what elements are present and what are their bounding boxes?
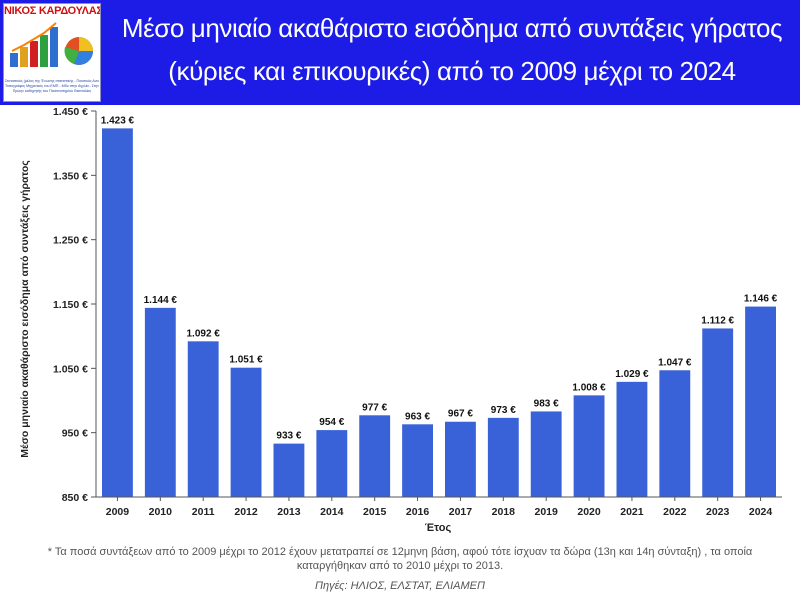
bar (144, 307, 176, 497)
chart-title-line-2: (κύριες και επικουρικές) από το 2009 μέχ… (168, 56, 736, 86)
data-label: 977 € (362, 402, 387, 413)
data-label: 967 € (448, 409, 473, 420)
x-tick-label: 2021 (620, 506, 644, 518)
data-label: 973 € (491, 405, 516, 416)
x-tick-label: 2012 (234, 506, 258, 518)
sources-note: Πηγές: ΗΛΙΟΣ, ΕΛΣΤΑΤ, ΕΛΙΑΜΕΠ (315, 580, 485, 592)
data-label: 1.008 € (572, 382, 606, 393)
data-label: 1.092 € (187, 328, 221, 339)
y-tick-label: 950 € (62, 428, 88, 440)
bar (745, 306, 776, 497)
data-label: 1.144 € (144, 295, 178, 306)
x-tick-label: 2018 (492, 506, 516, 518)
y-tick-label: 1.350 € (53, 170, 88, 182)
bar (702, 328, 734, 497)
x-tick-label: 2013 (277, 506, 301, 518)
data-label: 954 € (319, 417, 344, 428)
x-tick-label: 2022 (663, 506, 687, 518)
x-axis-label: Έτος (425, 522, 452, 534)
title-banner: ΝΙΚΟΣ ΚΑΡΔΟΥΛΑΣ Στατιστικός (μέλος της Έ… (0, 0, 800, 105)
logo-caption-2: Τοπογράφος Μηχανικός του ΕΜΠ - MSc στην … (5, 84, 99, 88)
data-label: 1.423 € (101, 115, 135, 126)
bar (187, 341, 219, 497)
bar (230, 367, 262, 497)
bar (402, 424, 433, 497)
y-axis: 850 € 950 € 1.050 € 1.150 € 1.250 € 1.350 € 1.… (53, 106, 97, 504)
x-tick-label: 2019 (535, 506, 559, 518)
y-tick-label: 1.450 € (53, 106, 88, 118)
data-label: 1.112 € (701, 315, 734, 326)
data-label: 1.047 € (658, 357, 692, 368)
data-label: 1.029 € (615, 369, 649, 380)
y-tick-label: 1.150 € (53, 299, 88, 311)
bar (573, 395, 605, 497)
bar (445, 421, 476, 497)
y-tick-label: 1.050 € (53, 363, 88, 375)
author-logo: ΝΙΚΟΣ ΚΑΡΔΟΥΛΑΣ Στατιστικός (μέλος της Έ… (3, 3, 101, 102)
bar (487, 417, 519, 497)
logo-caption-3: Πρώην καθηγητής του Πανεπιστημίου Θεσσαλ… (12, 89, 92, 93)
x-tick-label: 2023 (706, 506, 730, 518)
x-tick-label: 2020 (577, 506, 601, 518)
chart-title-line-1: Μέσο μηνιαίο ακαθάριστο εισόδημα από συν… (121, 13, 783, 43)
x-axis: 2009 2010 2011 2012 2013 2014 2015 2016 2017 2018… (96, 496, 782, 518)
bar (102, 128, 133, 497)
data-label: 933 € (276, 431, 301, 442)
data-label: 963 € (405, 411, 430, 422)
logo-graphic (10, 22, 93, 67)
logo-caption-1: Στατιστικός (μέλος της Ένωσης στατιστική… (5, 79, 99, 83)
bars: 1.423 € 1.144 € 1.092 € 1.051 € 933 € 954 € 97… (101, 115, 778, 497)
x-tick-label: 2014 (320, 506, 344, 518)
y-tick-label: 850 € (62, 492, 88, 504)
x-tick-label: 2010 (149, 506, 173, 518)
x-tick-label: 2009 (106, 506, 130, 518)
y-tick-label: 1.250 € (53, 235, 88, 247)
footnote: * Τα ποσά συντάξεων από το 2009 μέχρι το… (47, 546, 753, 572)
x-tick-label: 2024 (749, 506, 773, 518)
x-tick-label: 2016 (406, 506, 430, 518)
data-label: 1.146 € (744, 294, 778, 305)
x-tick-label: 2011 (192, 506, 215, 518)
bar-chart: 850 € 950 € 1.050 € 1.150 € 1.250 € 1.350 € 1.… (19, 106, 782, 534)
bar (316, 430, 348, 497)
bar (530, 411, 562, 497)
x-tick-label: 2015 (363, 506, 387, 518)
x-tick-label: 2017 (449, 506, 473, 518)
bar (659, 370, 691, 497)
data-label: 1.051 € (229, 355, 263, 366)
logo-name: ΝΙΚΟΣ ΚΑΡΔΟΥΛΑΣ (4, 5, 101, 17)
bar (273, 443, 305, 497)
bar (616, 381, 648, 497)
y-axis-label: Μέσο μηνιαίο ακαθάριστο εισόδημα από συν… (19, 160, 31, 458)
bar (359, 415, 391, 497)
data-label: 983 € (534, 398, 559, 409)
